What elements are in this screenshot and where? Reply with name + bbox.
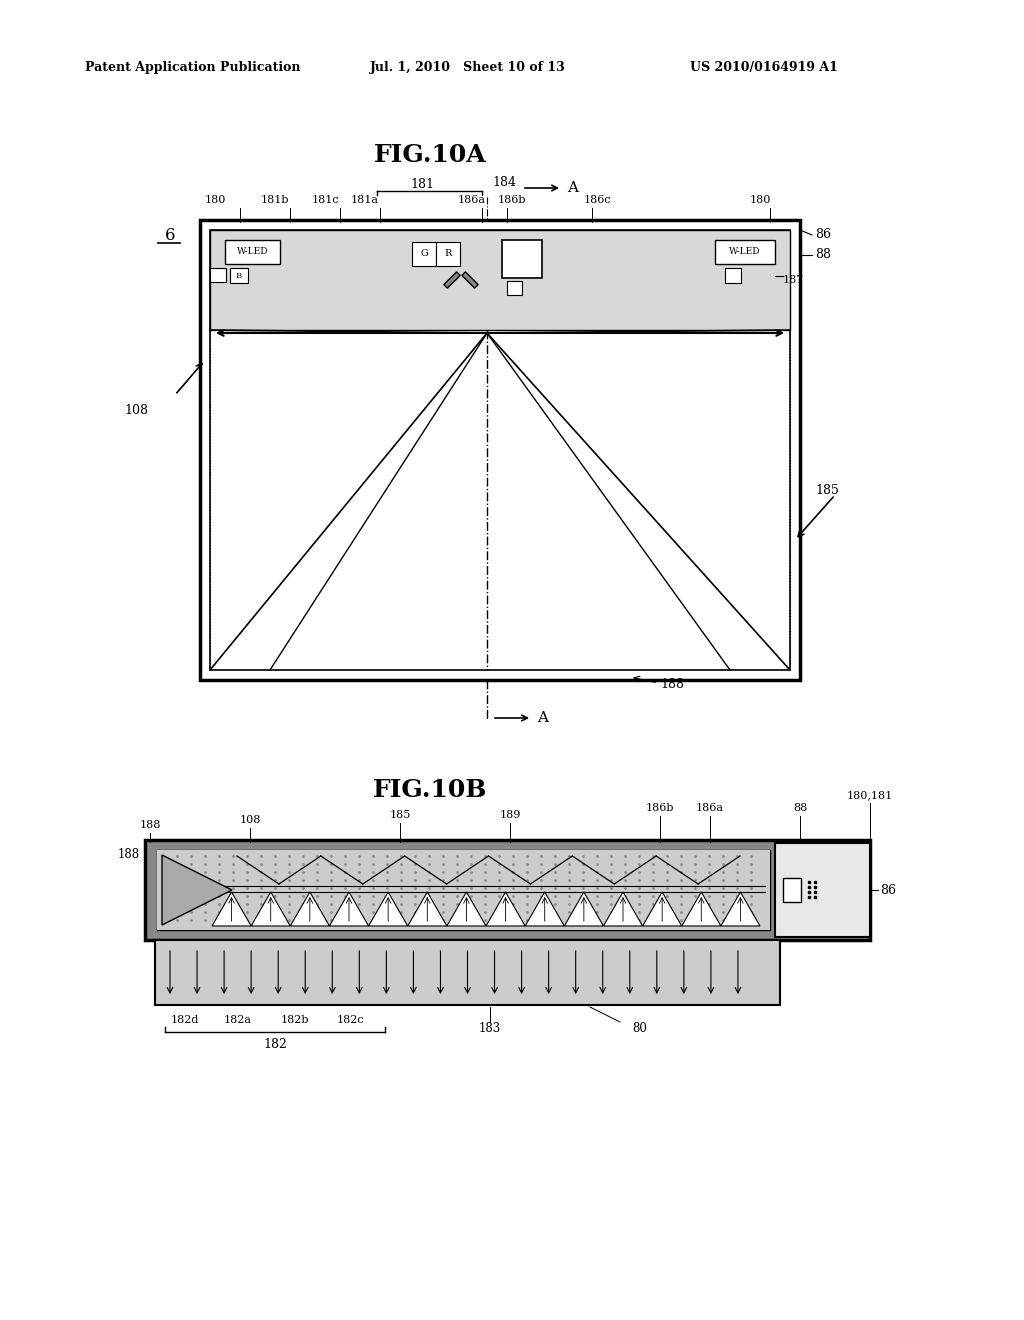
Text: W-LED: W-LED [729,248,761,256]
Bar [783,878,801,902]
Polygon shape [721,892,760,927]
Bar [157,884,770,931]
Text: 186a: 186a [458,195,486,205]
Text: 80: 80 [633,1022,647,1035]
Text: 188: 188 [139,820,161,830]
Polygon shape [486,892,525,927]
Polygon shape [564,892,603,927]
Text: 188: 188 [118,849,140,862]
Text: R: R [444,249,452,259]
Polygon shape [162,855,232,925]
Bar [412,242,436,267]
Bar [210,230,790,330]
Polygon shape [603,892,643,927]
Text: G: G [420,249,428,259]
Bar [200,220,800,680]
Text: 182b: 182b [281,1015,309,1026]
Text: 180: 180 [205,195,225,205]
Text: 183: 183 [479,1022,501,1035]
Polygon shape [525,892,564,927]
Bar [157,850,770,931]
Bar [210,268,226,282]
Text: 181b: 181b [261,195,289,205]
Text: 186b: 186b [646,803,674,813]
Text: 182d: 182d [171,1015,200,1026]
Bar [725,268,741,282]
Text: 182a: 182a [224,1015,252,1026]
Text: US 2010/0164919 A1: US 2010/0164919 A1 [690,62,838,74]
Text: Patent Application Publication: Patent Application Publication [85,62,300,74]
Bar [775,843,870,937]
Polygon shape [408,892,446,927]
Polygon shape [443,272,460,288]
Polygon shape [643,892,682,927]
Text: FIG.10A: FIG.10A [374,143,486,168]
Polygon shape [682,892,721,927]
Bar [715,240,775,264]
Polygon shape [251,892,290,927]
Text: 187: 187 [783,275,804,285]
Text: 182c: 182c [336,1015,364,1026]
Text: 6: 6 [165,227,175,243]
Text: 184: 184 [492,177,516,190]
Bar [502,240,542,279]
Text: 188: 188 [660,678,684,692]
Text: 186a: 186a [696,803,724,813]
Text: 186b: 186b [498,195,526,205]
Text: Jul. 1, 2010   Sheet 10 of 13: Jul. 1, 2010 Sheet 10 of 13 [370,62,565,74]
Text: 181a: 181a [351,195,379,205]
Text: 185: 185 [389,810,411,820]
Bar [436,242,460,267]
Bar [507,281,522,294]
Polygon shape [212,892,251,927]
Text: 180,181: 180,181 [847,789,893,800]
Bar [225,240,280,264]
Polygon shape [330,892,369,927]
Text: B: B [236,272,242,280]
Text: 186c: 186c [584,195,610,205]
Bar [145,840,870,940]
Bar [155,940,780,1005]
Text: 86: 86 [880,883,896,896]
Polygon shape [290,892,330,927]
Text: 181: 181 [410,178,434,191]
Bar [210,230,790,671]
Text: 88: 88 [815,248,831,261]
Text: A: A [567,181,578,195]
Text: W-LED: W-LED [237,248,268,256]
Text: 180: 180 [750,195,771,205]
Bar [230,268,248,282]
Text: A: A [537,711,548,725]
Text: 181c: 181c [311,195,339,205]
Text: 108: 108 [240,814,261,825]
Text: 185: 185 [815,483,839,496]
Text: 182: 182 [263,1038,287,1051]
Polygon shape [369,892,408,927]
Text: 108: 108 [124,404,148,417]
Text: FIG.10B: FIG.10B [373,777,487,803]
Bar [157,850,770,884]
Polygon shape [462,272,478,288]
Text: 189: 189 [500,810,520,820]
Text: 86: 86 [815,228,831,242]
Polygon shape [446,892,486,927]
Text: 88: 88 [793,803,807,813]
